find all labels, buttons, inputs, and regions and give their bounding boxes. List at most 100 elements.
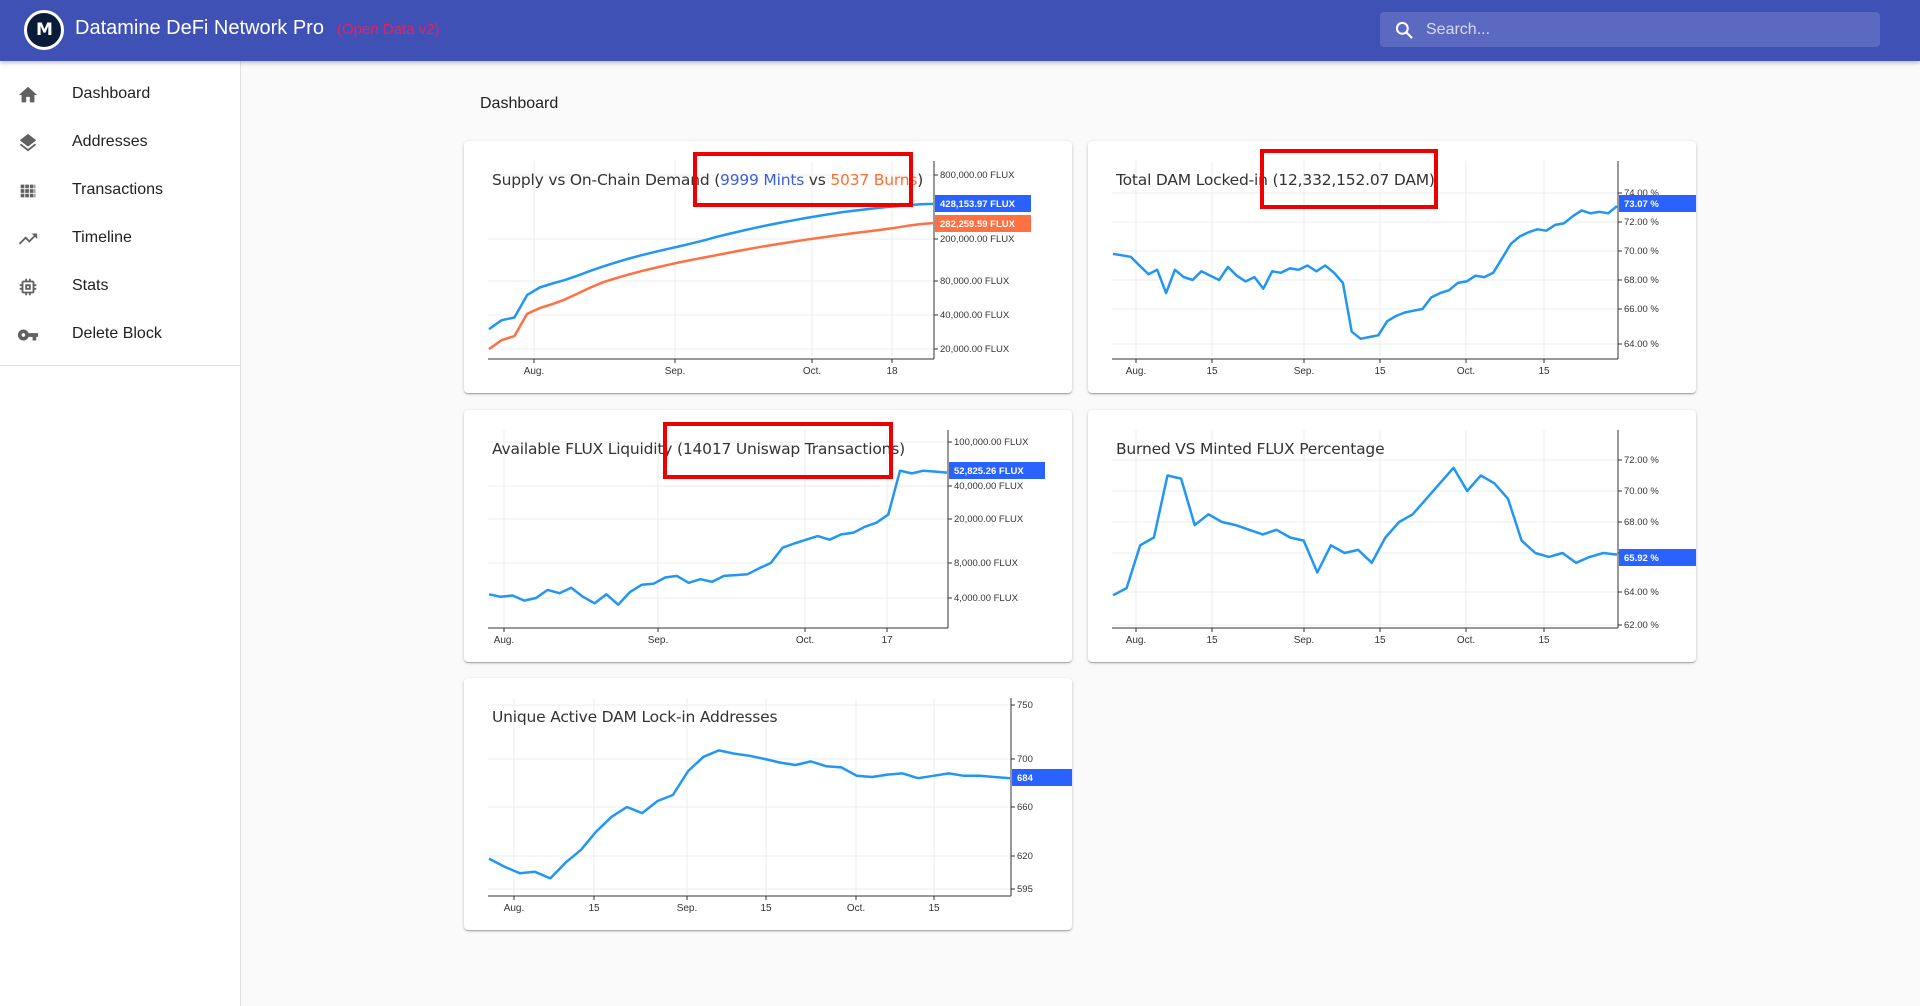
x-tick-label: Oct. xyxy=(803,366,821,377)
y-tick-label: 80,000.00 FLUX xyxy=(940,276,1010,287)
chart-card-liquidity: 100,000.00 FLUX 40,000.00 FLUX 20,000.00 F… xyxy=(464,410,1072,662)
current-value-label: 52,825.26 FLUX xyxy=(954,466,1024,477)
search-input[interactable] xyxy=(1426,12,1866,47)
current-value-label: 73.07 % xyxy=(1624,199,1659,210)
chip-icon xyxy=(19,278,37,296)
sidebar: Dashboard Addresses Transactions Timelin… xyxy=(0,61,241,1006)
current-value-tag xyxy=(1619,549,1696,566)
series-line xyxy=(1112,205,1618,341)
y-tick-label: 750 xyxy=(1017,700,1033,711)
sidebar-item-addresses[interactable]: Addresses xyxy=(0,118,240,166)
chart-card-supply: 800,000.00 FLUX 200,000.00 FLUX 80,000.00 … xyxy=(464,141,1072,393)
highlight-box xyxy=(693,152,913,207)
x-tick-label: Sep. xyxy=(1294,635,1315,646)
y-tick-label: 800,000.00 FLUX xyxy=(940,170,1015,181)
y-tick-label: 40,000.00 FLUX xyxy=(940,310,1010,321)
key-icon xyxy=(17,329,39,341)
series-line xyxy=(488,749,1011,880)
x-tick-label: Oct. xyxy=(847,903,865,914)
x-tick-label: Aug. xyxy=(1126,635,1147,646)
y-tick-label: 100,000.00 FLUX xyxy=(954,437,1029,448)
sidebar-item-stats[interactable]: Stats xyxy=(0,262,240,310)
sidebar-item-label: Dashboard xyxy=(72,85,151,102)
current-value-label: 282,259.59 FLUX xyxy=(940,219,1016,230)
highlight-box xyxy=(1260,149,1438,209)
x-tick-label: Sep. xyxy=(648,635,669,646)
unique-chart[interactable]: 750 700 660 620 595 Aug. 15 Sep. 15 Oct. 15 684 xyxy=(464,678,1072,930)
x-tick-label: Sep. xyxy=(1294,366,1315,377)
layers-icon xyxy=(19,133,37,152)
y-tick-label: 74.00 % xyxy=(1624,188,1659,199)
locked-chart[interactable]: 74.00 % 72.00 % 70.00 % 68.00 % 66.00 % 64.00… xyxy=(1088,141,1696,393)
sidebar-item-label: Transactions xyxy=(72,181,163,198)
chart-card-unique: 750 700 660 620 595 Aug. 15 Sep. 15 Oct. 15 684 Uni… xyxy=(464,678,1072,930)
title-prefix: Available FLUX Liquidity xyxy=(492,440,677,458)
card-title: Total DAM Locked-in (12,332,152.07 DAM) xyxy=(1116,171,1435,189)
current-value-tag xyxy=(935,215,1031,232)
y-tick-label: 20,000.00 FLUX xyxy=(954,514,1024,525)
y-tick-label: 68.00 % xyxy=(1624,275,1659,286)
app-title: Datamine DeFi Network Pro xyxy=(75,17,324,39)
sidebar-item-timeline[interactable]: Timeline xyxy=(0,214,240,262)
y-tick-label: 72.00 % xyxy=(1624,455,1659,466)
y-tick-label: 64.00 % xyxy=(1624,587,1659,598)
sidebar-item-transactions[interactable]: Transactions xyxy=(0,166,240,214)
series-line xyxy=(1112,466,1618,597)
x-tick-label: Sep. xyxy=(677,903,698,914)
y-tick-label: 700 xyxy=(1017,754,1033,765)
y-tick-label: 8,000.00 FLUX xyxy=(954,558,1019,569)
grid-icon xyxy=(20,184,36,198)
sidebar-item-delete-block[interactable]: Delete Block xyxy=(0,310,240,358)
y-tick-label: 200,000.00 FLUX xyxy=(940,234,1015,245)
current-value-tag xyxy=(1619,195,1696,212)
y-tick-label: 20,000.00 FLUX xyxy=(940,344,1010,355)
x-tick-label: 15 xyxy=(1374,635,1386,646)
chart-card-locked: 74.00 % 72.00 % 70.00 % 68.00 % 66.00 % 64.00… xyxy=(1088,141,1696,393)
x-tick-label: Oct. xyxy=(1457,366,1475,377)
trending-up-icon xyxy=(18,233,38,245)
card-title: Available FLUX Liquidity (14017 Uniswap … xyxy=(492,440,905,458)
current-value-label: 684 xyxy=(1017,773,1034,784)
series-line xyxy=(488,202,934,331)
x-tick-label: Aug. xyxy=(504,903,525,914)
current-value-tag xyxy=(949,462,1045,479)
card-title: Burned VS Minted FLUX Percentage xyxy=(1116,440,1385,458)
app-subtitle: (Open Data v2) xyxy=(337,21,440,38)
burned-chart[interactable]: 72.00 %70.00 %68.00 %66.00 %64.00 %62.00… xyxy=(1088,410,1696,662)
current-value-tag xyxy=(1012,769,1072,786)
supply-chart[interactable]: 800,000.00 FLUX 200,000.00 FLUX 80,000.00 … xyxy=(464,141,1072,393)
x-tick-label: 15 xyxy=(1206,635,1218,646)
x-tick-label: Sep. xyxy=(665,366,686,377)
liquidity-chart[interactable]: 100,000.00 FLUX 40,000.00 FLUX 20,000.00 F… xyxy=(464,410,1072,662)
x-tick-label: Oct. xyxy=(1457,635,1475,646)
x-tick-label: Aug. xyxy=(524,366,545,377)
app-logo[interactable]: M xyxy=(24,10,64,50)
sidebar-item-label: Delete Block xyxy=(72,325,162,342)
card-title: Unique Active DAM Lock-in Addresses xyxy=(492,708,778,726)
x-tick-label: 17 xyxy=(881,635,893,646)
sidebar-item-label: Timeline xyxy=(72,229,132,246)
x-tick-label: Aug. xyxy=(494,635,515,646)
home-icon xyxy=(18,86,38,103)
mints-count: 9999 Mints xyxy=(720,171,805,189)
x-tick-label: 15 xyxy=(760,903,772,914)
y-tick-label: 66.00 % xyxy=(1624,304,1659,315)
title-suffix: ) xyxy=(917,171,924,189)
series-line xyxy=(488,221,934,351)
logo-letter: M xyxy=(36,20,53,40)
uniswap-count: (14017 Uniswap Transactions) xyxy=(677,440,905,458)
search-bar[interactable] xyxy=(1380,12,1880,47)
y-tick-label: 4,000.00 FLUX xyxy=(954,593,1019,604)
nav-list: Dashboard Addresses Transactions Timelin… xyxy=(0,61,240,366)
title-vs: vs xyxy=(804,171,831,189)
x-tick-label: 15 xyxy=(928,903,940,914)
y-tick-label: 620 xyxy=(1017,851,1033,862)
sidebar-item-dashboard[interactable]: Dashboard xyxy=(0,70,240,118)
x-tick-label: 15 xyxy=(1538,635,1550,646)
app-bar: M Datamine DeFi Network Pro (Open Data v… xyxy=(0,0,1920,61)
title-prefix: Supply vs On-Chain Demand ( xyxy=(492,171,721,189)
sidebar-item-label: Addresses xyxy=(72,133,148,150)
current-value-tag xyxy=(935,195,1031,212)
y-tick-label: 40,000.00 FLUX xyxy=(954,481,1024,492)
chart-card-burned: 72.00 %70.00 %68.00 %66.00 %64.00 %62.00… xyxy=(1088,410,1696,662)
